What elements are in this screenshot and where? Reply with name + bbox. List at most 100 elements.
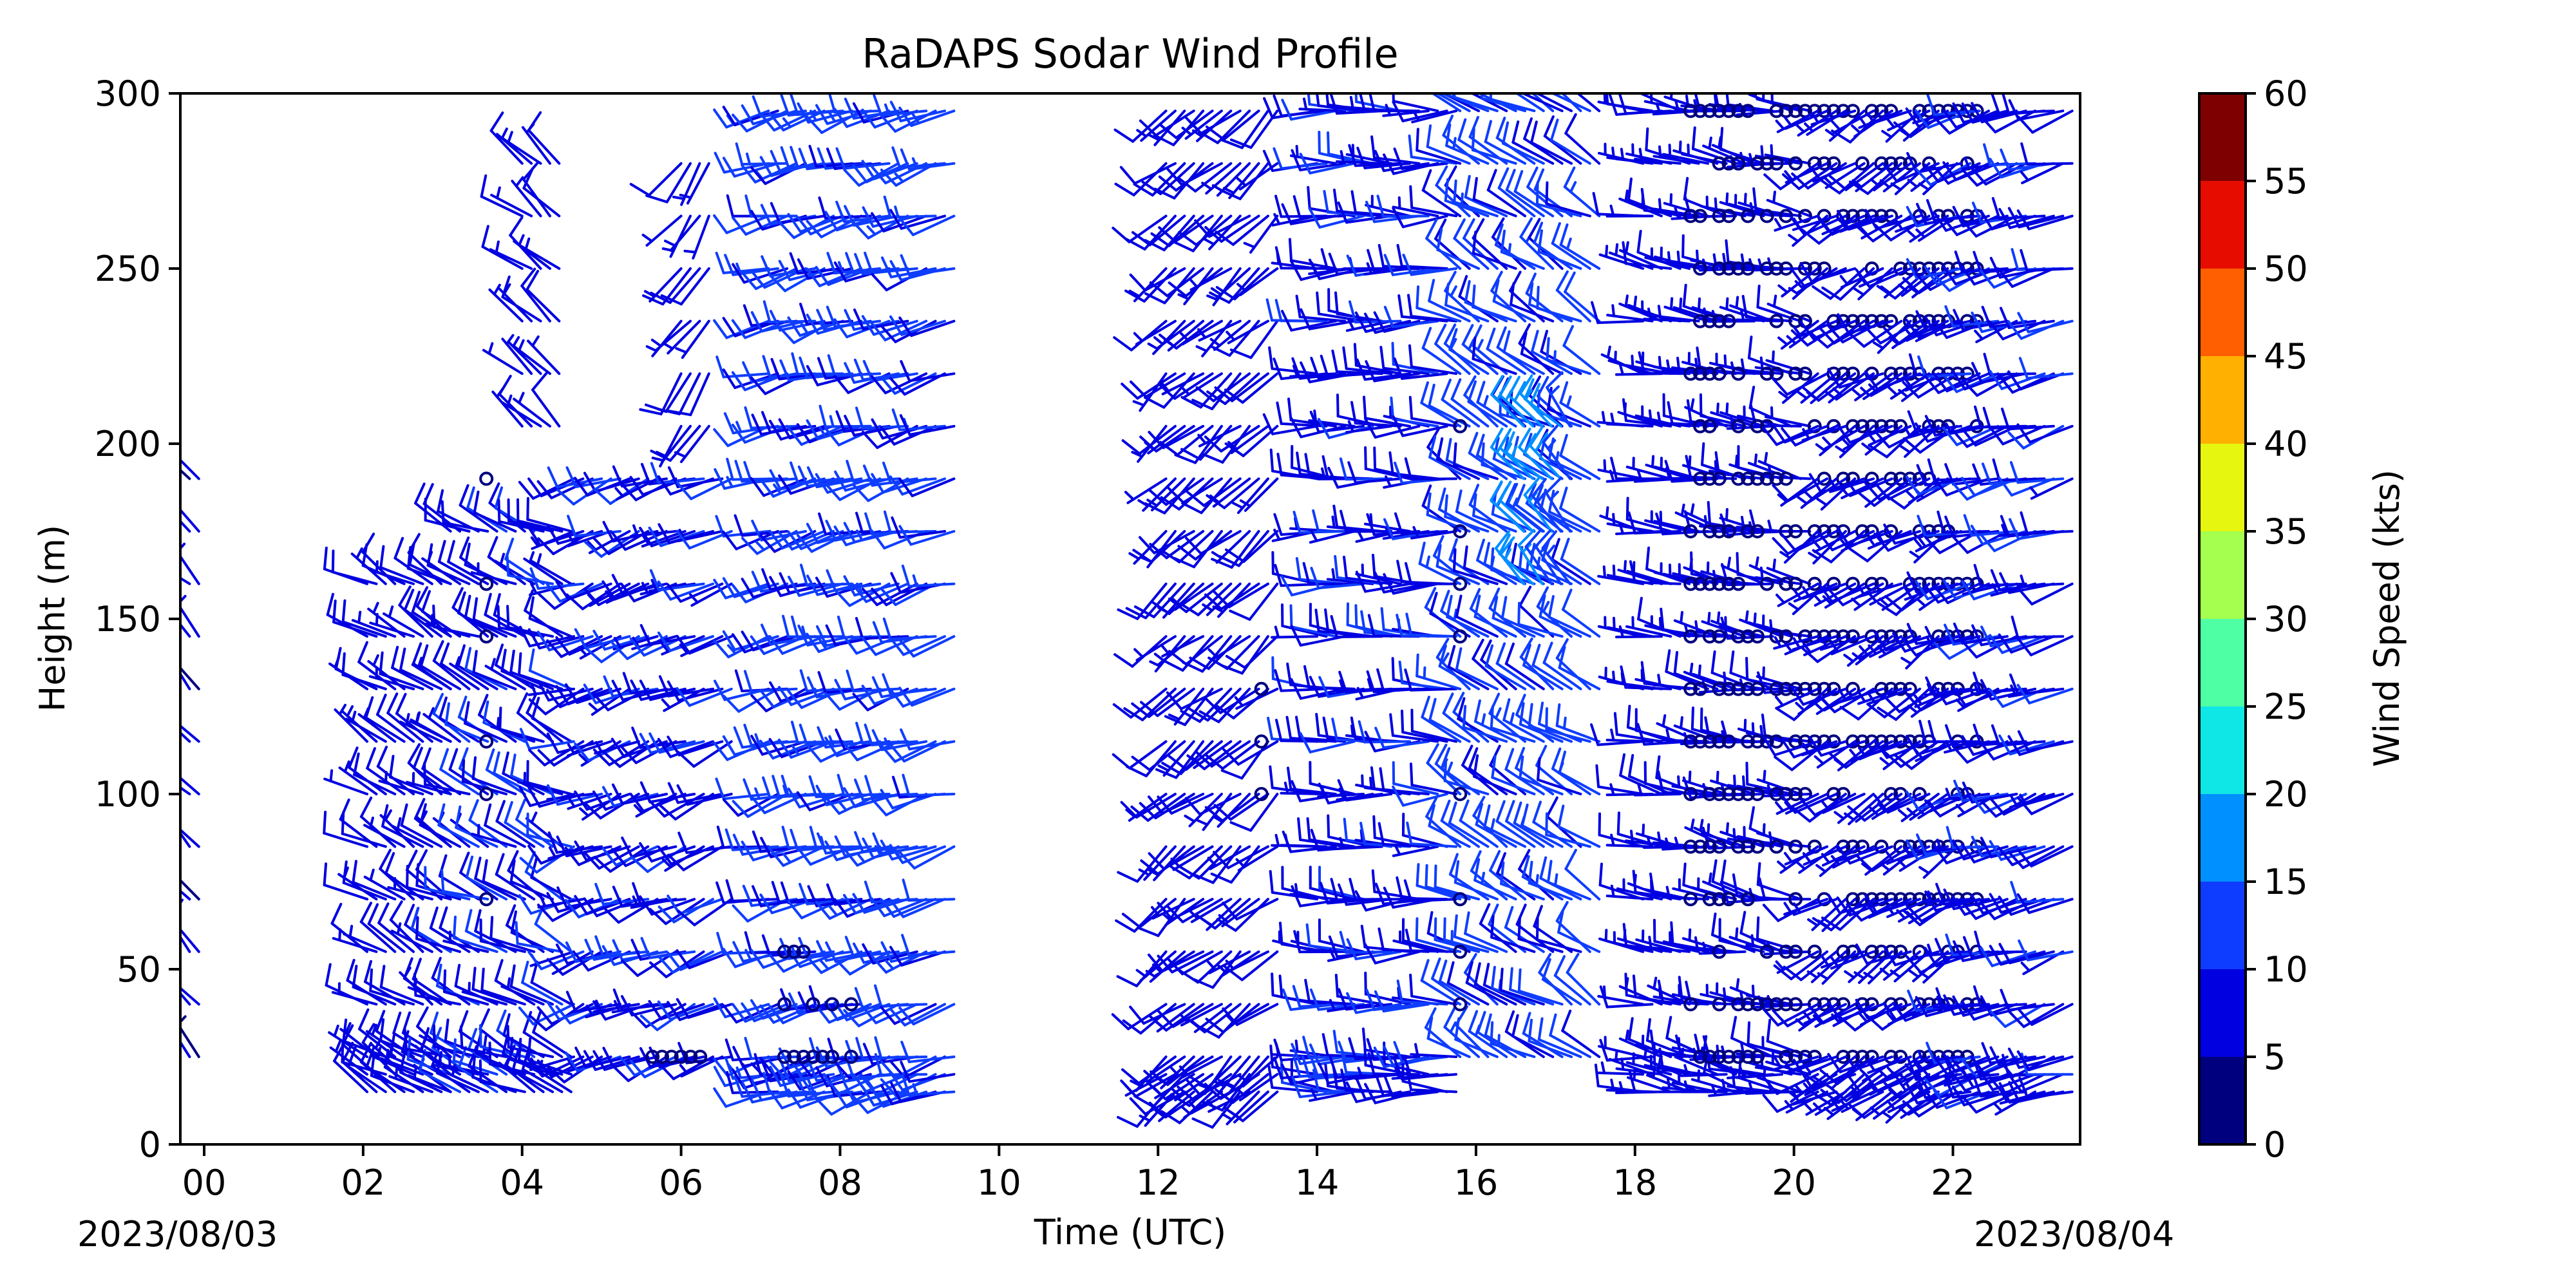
wind-barb [658, 898, 714, 923]
wind-barb [1436, 227, 1481, 270]
wind-barb [1204, 424, 1260, 453]
wind-barb [1236, 267, 1279, 296]
colorbar-tick-label: 45 [2264, 336, 2308, 377]
wind-barb [1235, 845, 1279, 872]
wind-barb [1209, 319, 1251, 351]
wind-barb [388, 1066, 433, 1094]
wind-barb [1168, 687, 1205, 726]
wind-barb [592, 629, 650, 651]
wind-barb [388, 755, 433, 795]
wind-barb [368, 666, 415, 690]
wind-barb [676, 784, 733, 806]
wind-barb [1203, 214, 1242, 251]
wind-barb [901, 564, 956, 588]
wind-barb [455, 805, 498, 848]
x-tick-label: 20 [1772, 1162, 1816, 1203]
calm-wind-marker [683, 1050, 698, 1064]
colorbar-tick-label: 35 [2264, 511, 2308, 552]
wind-barb [1113, 319, 1168, 352]
y-tick-label: 200 [95, 424, 161, 464]
wind-barb [329, 1040, 369, 1076]
wind-barb [1214, 372, 1269, 402]
wind-barb [526, 270, 561, 323]
wind-barb [901, 934, 956, 957]
wind-barb [900, 360, 956, 383]
wind-barb [180, 1055, 182, 1058]
wind-barb [527, 111, 561, 165]
wind-barb [640, 936, 696, 960]
wind-barb [1558, 645, 1601, 690]
wind-barb [1224, 372, 1279, 404]
wind-barb [399, 647, 443, 690]
wind-barbs-layer [180, 93, 2074, 1129]
y-tick-label: 100 [95, 774, 161, 815]
wind-barb [180, 576, 191, 585]
wind-barb [516, 498, 564, 533]
wind-barb [180, 986, 200, 1006]
wind-barb [751, 519, 807, 542]
wind-barb [639, 623, 696, 646]
wind-barb [180, 831, 191, 848]
wind-barb [449, 656, 489, 690]
wind-barb [1204, 740, 1260, 770]
wind-barb [1149, 530, 1205, 560]
wind-barb [407, 1066, 452, 1094]
wind-barb [594, 882, 650, 905]
wind-barb [1392, 93, 1439, 113]
wind-barb [898, 106, 956, 128]
wind-barb [1575, 93, 1601, 113]
wind-barb [180, 731, 191, 743]
wind-barb [676, 634, 733, 655]
wind-barb [180, 1039, 191, 1058]
wind-barb [1153, 319, 1195, 350]
wind-barb [390, 922, 433, 953]
wind-barb [478, 1059, 526, 1094]
wind-barb [461, 981, 508, 1006]
wind-barb [1113, 109, 1168, 143]
start-date-label: 2023/08/03 [77, 1214, 278, 1255]
wind-barb [471, 824, 517, 848]
wind-barb [1215, 1073, 1269, 1104]
colorbar-tick-label: 55 [2264, 161, 2308, 202]
wind-barb [574, 628, 631, 650]
wind-barb [779, 1059, 835, 1083]
wind-barb [1999, 572, 2055, 594]
wind-barb [516, 772, 564, 795]
wind-barb [180, 650, 200, 690]
wind-barb [546, 732, 603, 754]
wind-barb [723, 687, 779, 713]
x-tick-label: 22 [1931, 1162, 1975, 1203]
colorbar-band [2199, 706, 2246, 794]
wind-barb [855, 511, 909, 535]
colorbar-label: Wind Speed (kts) [2367, 469, 2407, 767]
wind-barb [507, 498, 554, 533]
wind-barb [1430, 93, 1462, 113]
wind-barb [480, 174, 524, 218]
wind-barb [1489, 849, 1527, 901]
x-axis-ticks: 00 02 04 06 08 10 12 14 16 18 20 22 [182, 1144, 1975, 1203]
wind-barb [518, 1003, 575, 1026]
wind-barb [484, 803, 526, 848]
calm-wind-marker [654, 1050, 669, 1064]
wind-barb [2011, 248, 2065, 271]
wind-barb [1309, 761, 1356, 795]
wind-barb [662, 319, 701, 355]
wind-barb [500, 977, 545, 1006]
wind-barb [657, 631, 714, 652]
wind-barb [379, 1018, 424, 1058]
wind-barb [1222, 1003, 1279, 1027]
x-tick-label: 08 [818, 1162, 862, 1203]
wind-barb [780, 881, 835, 904]
wind-barb [1227, 424, 1269, 455]
wind-barb [1566, 952, 1601, 1006]
wind-barb [1188, 687, 1242, 722]
colorbar-band [2199, 882, 2246, 969]
wind-barb [1157, 372, 1214, 400]
wind-barb [688, 582, 733, 607]
wind-barb [527, 335, 561, 375]
wind-barb [799, 564, 853, 587]
wind-barb [471, 967, 517, 1006]
wind-barb [389, 900, 424, 953]
wind-barb [423, 762, 471, 795]
wind-barb [667, 845, 724, 871]
